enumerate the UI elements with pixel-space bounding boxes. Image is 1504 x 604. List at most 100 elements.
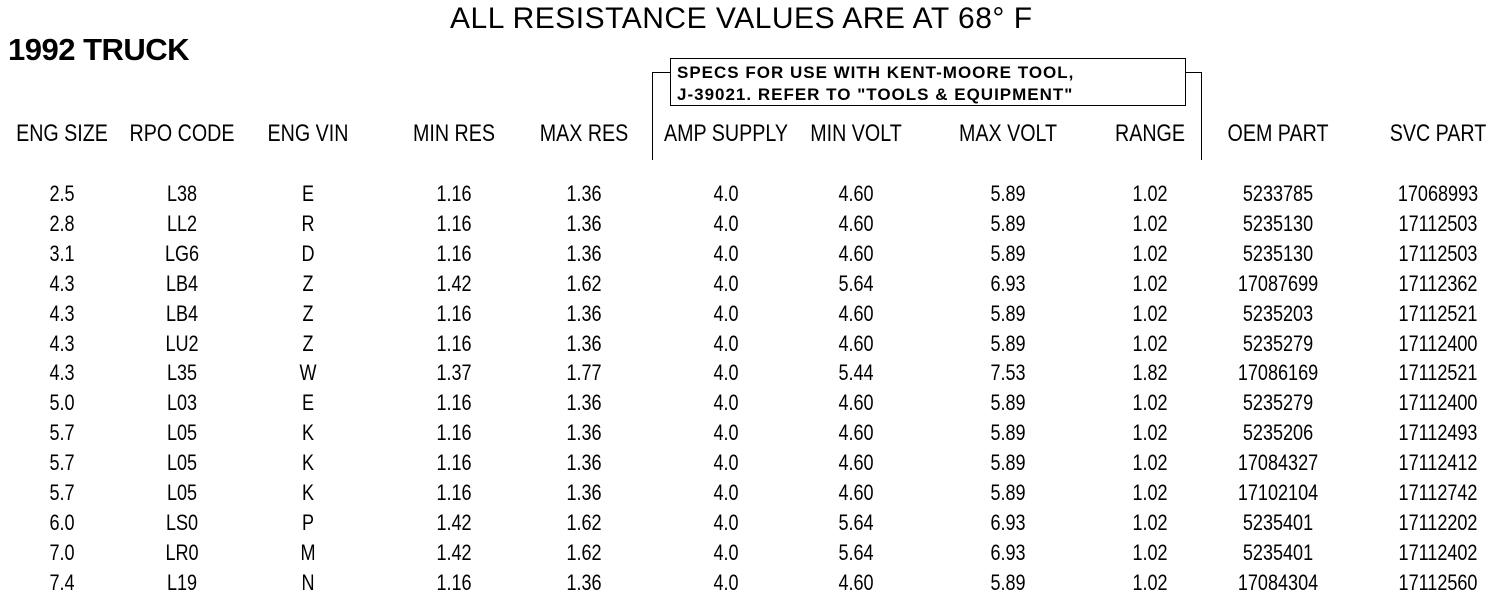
min-volt-cell: 4.60 xyxy=(838,569,874,595)
max-res-cell: 1.36 xyxy=(566,420,602,446)
eng-size-cell: 4.3 xyxy=(49,270,75,296)
svc-part-cell: 17112402 xyxy=(1398,539,1478,565)
min-res-cell: 1.16 xyxy=(436,240,472,266)
eng-vin-cell: W xyxy=(299,360,317,386)
header-max-res: MAX RES xyxy=(539,120,629,147)
max-res-cell: 1.62 xyxy=(566,509,602,535)
min-volt-cell: 4.60 xyxy=(838,390,874,416)
min-res-cell: 1.16 xyxy=(436,480,472,505)
amp-supply-cell: 4.0 xyxy=(713,270,739,296)
eng-vin-cell: M xyxy=(300,539,316,565)
min-volt-cell: 4.60 xyxy=(838,300,874,326)
max-volt-cell: 5.89 xyxy=(990,480,1026,505)
eng-size-cell: 5.7 xyxy=(49,450,75,476)
rpo-code-cell: LB4 xyxy=(165,270,199,296)
tool-note-line-1: SPECS FOR USE WITH KENT-MOORE TOOL, xyxy=(677,63,1075,82)
max-volt-cell: 6.93 xyxy=(990,270,1026,296)
range-cell: 1.02 xyxy=(1132,210,1168,236)
oem-part-cell: 17102104 xyxy=(1237,480,1319,505)
svc-part-cell: 17112503 xyxy=(1398,210,1478,236)
amp-supply-cell: 4.0 xyxy=(713,569,739,595)
min-volt-cell: 4.60 xyxy=(838,330,874,356)
eng-size-cell: 5.7 xyxy=(49,420,75,446)
max-volt-cell: 7.53 xyxy=(990,360,1026,386)
max-volt-cell: 5.89 xyxy=(990,300,1026,326)
oem-part-cell: 17084304 xyxy=(1237,569,1319,595)
oem-part-cell: 5235130 xyxy=(1242,240,1314,266)
min-volt-cell: 5.64 xyxy=(838,509,874,535)
range-cell: 1.02 xyxy=(1132,181,1168,206)
max-res-cell: 1.36 xyxy=(566,330,602,356)
min-res-cell: 1.42 xyxy=(436,509,472,535)
oem-part-cell: 5235401 xyxy=(1242,539,1314,565)
amp-supply-cell: 4.0 xyxy=(713,480,739,505)
eng-size-cell: 7.0 xyxy=(49,539,75,565)
svc-part-cell: 17112560 xyxy=(1398,569,1478,595)
note-bracket-right xyxy=(1186,72,1202,160)
max-volt-cell: 5.89 xyxy=(990,240,1026,266)
max-res-cell: 1.77 xyxy=(566,360,602,386)
amp-supply-cell: 4.0 xyxy=(713,300,739,326)
eng-vin-cell: E xyxy=(301,390,315,416)
eng-vin-cell: K xyxy=(301,450,315,476)
min-volt-cell: 5.64 xyxy=(838,539,874,565)
header-svc-part: SVC PART xyxy=(1389,120,1487,147)
amp-supply-cell: 4.0 xyxy=(713,450,739,476)
header-rpo-code: RPO CODE xyxy=(129,120,235,147)
svc-part-cell: 17112400 xyxy=(1398,330,1478,356)
max-volt-cell: 5.89 xyxy=(990,569,1026,595)
rpo-code-cell: LB4 xyxy=(165,300,199,326)
eng-vin-cell: Z xyxy=(302,330,314,356)
min-res-cell: 1.42 xyxy=(436,539,472,565)
oem-part-cell: 5235279 xyxy=(1242,330,1314,356)
max-volt-cell: 5.89 xyxy=(990,450,1026,476)
eng-size-cell: 5.7 xyxy=(49,480,75,505)
range-cell: 1.02 xyxy=(1132,480,1168,505)
min-res-cell: 1.16 xyxy=(436,181,472,206)
min-volt-cell: 4.60 xyxy=(838,480,874,505)
amp-supply-cell: 4.0 xyxy=(713,181,739,206)
oem-part-cell: 17086169 xyxy=(1237,360,1319,386)
oem-part-cell: 17084327 xyxy=(1237,450,1319,476)
max-res-cell: 1.36 xyxy=(566,390,602,416)
rpo-code-cell: L38 xyxy=(166,181,198,206)
header-max-volt: MAX VOLT xyxy=(958,120,1058,147)
tool-note-box: SPECS FOR USE WITH KENT-MOORE TOOL, J-39… xyxy=(670,58,1186,106)
amp-supply-cell: 4.0 xyxy=(713,360,739,386)
min-res-cell: 1.42 xyxy=(436,270,472,296)
max-res-cell: 1.36 xyxy=(566,300,602,326)
eng-size-cell: 4.3 xyxy=(49,330,75,356)
eng-size-cell: 4.3 xyxy=(49,300,75,326)
min-res-cell: 1.16 xyxy=(436,450,472,476)
svc-part-cell: 17112521 xyxy=(1398,360,1478,386)
amp-supply-cell: 4.0 xyxy=(713,539,739,565)
min-res-cell: 1.16 xyxy=(436,420,472,446)
min-res-cell: 1.16 xyxy=(436,390,472,416)
rpo-code-cell: L05 xyxy=(166,480,198,505)
rpo-code-cell: LU2 xyxy=(165,330,199,356)
max-volt-cell: 6.93 xyxy=(990,509,1026,535)
amp-supply-cell: 4.0 xyxy=(713,330,739,356)
amp-supply-cell: 4.0 xyxy=(713,210,739,236)
min-res-cell: 1.16 xyxy=(436,300,472,326)
svc-part-cell: 17068993 xyxy=(1397,181,1479,206)
page-title: ALL RESISTANCE VALUES ARE AT 68° F xyxy=(450,2,1033,35)
range-cell: 1.02 xyxy=(1132,420,1168,446)
rpo-code-cell: L03 xyxy=(166,390,198,416)
eng-vin-cell: K xyxy=(301,480,315,505)
max-volt-cell: 5.89 xyxy=(990,420,1026,446)
max-volt-cell: 5.89 xyxy=(990,330,1026,356)
eng-size-cell: 2.8 xyxy=(49,210,75,236)
svc-part-cell: 17112493 xyxy=(1398,420,1478,446)
rpo-code-cell: L35 xyxy=(166,360,198,386)
eng-vin-cell: Z xyxy=(302,300,314,326)
note-bracket-left xyxy=(652,72,670,160)
min-volt-cell: 4.60 xyxy=(838,240,874,266)
header-range: RANGE xyxy=(1115,120,1185,147)
eng-size-cell: 6.0 xyxy=(49,509,75,535)
eng-size-cell: 3.1 xyxy=(49,240,75,266)
max-res-cell: 1.36 xyxy=(566,569,602,595)
min-volt-cell: 5.44 xyxy=(838,360,874,386)
oem-part-cell: 5233785 xyxy=(1242,181,1314,206)
max-res-cell: 1.36 xyxy=(566,210,602,236)
